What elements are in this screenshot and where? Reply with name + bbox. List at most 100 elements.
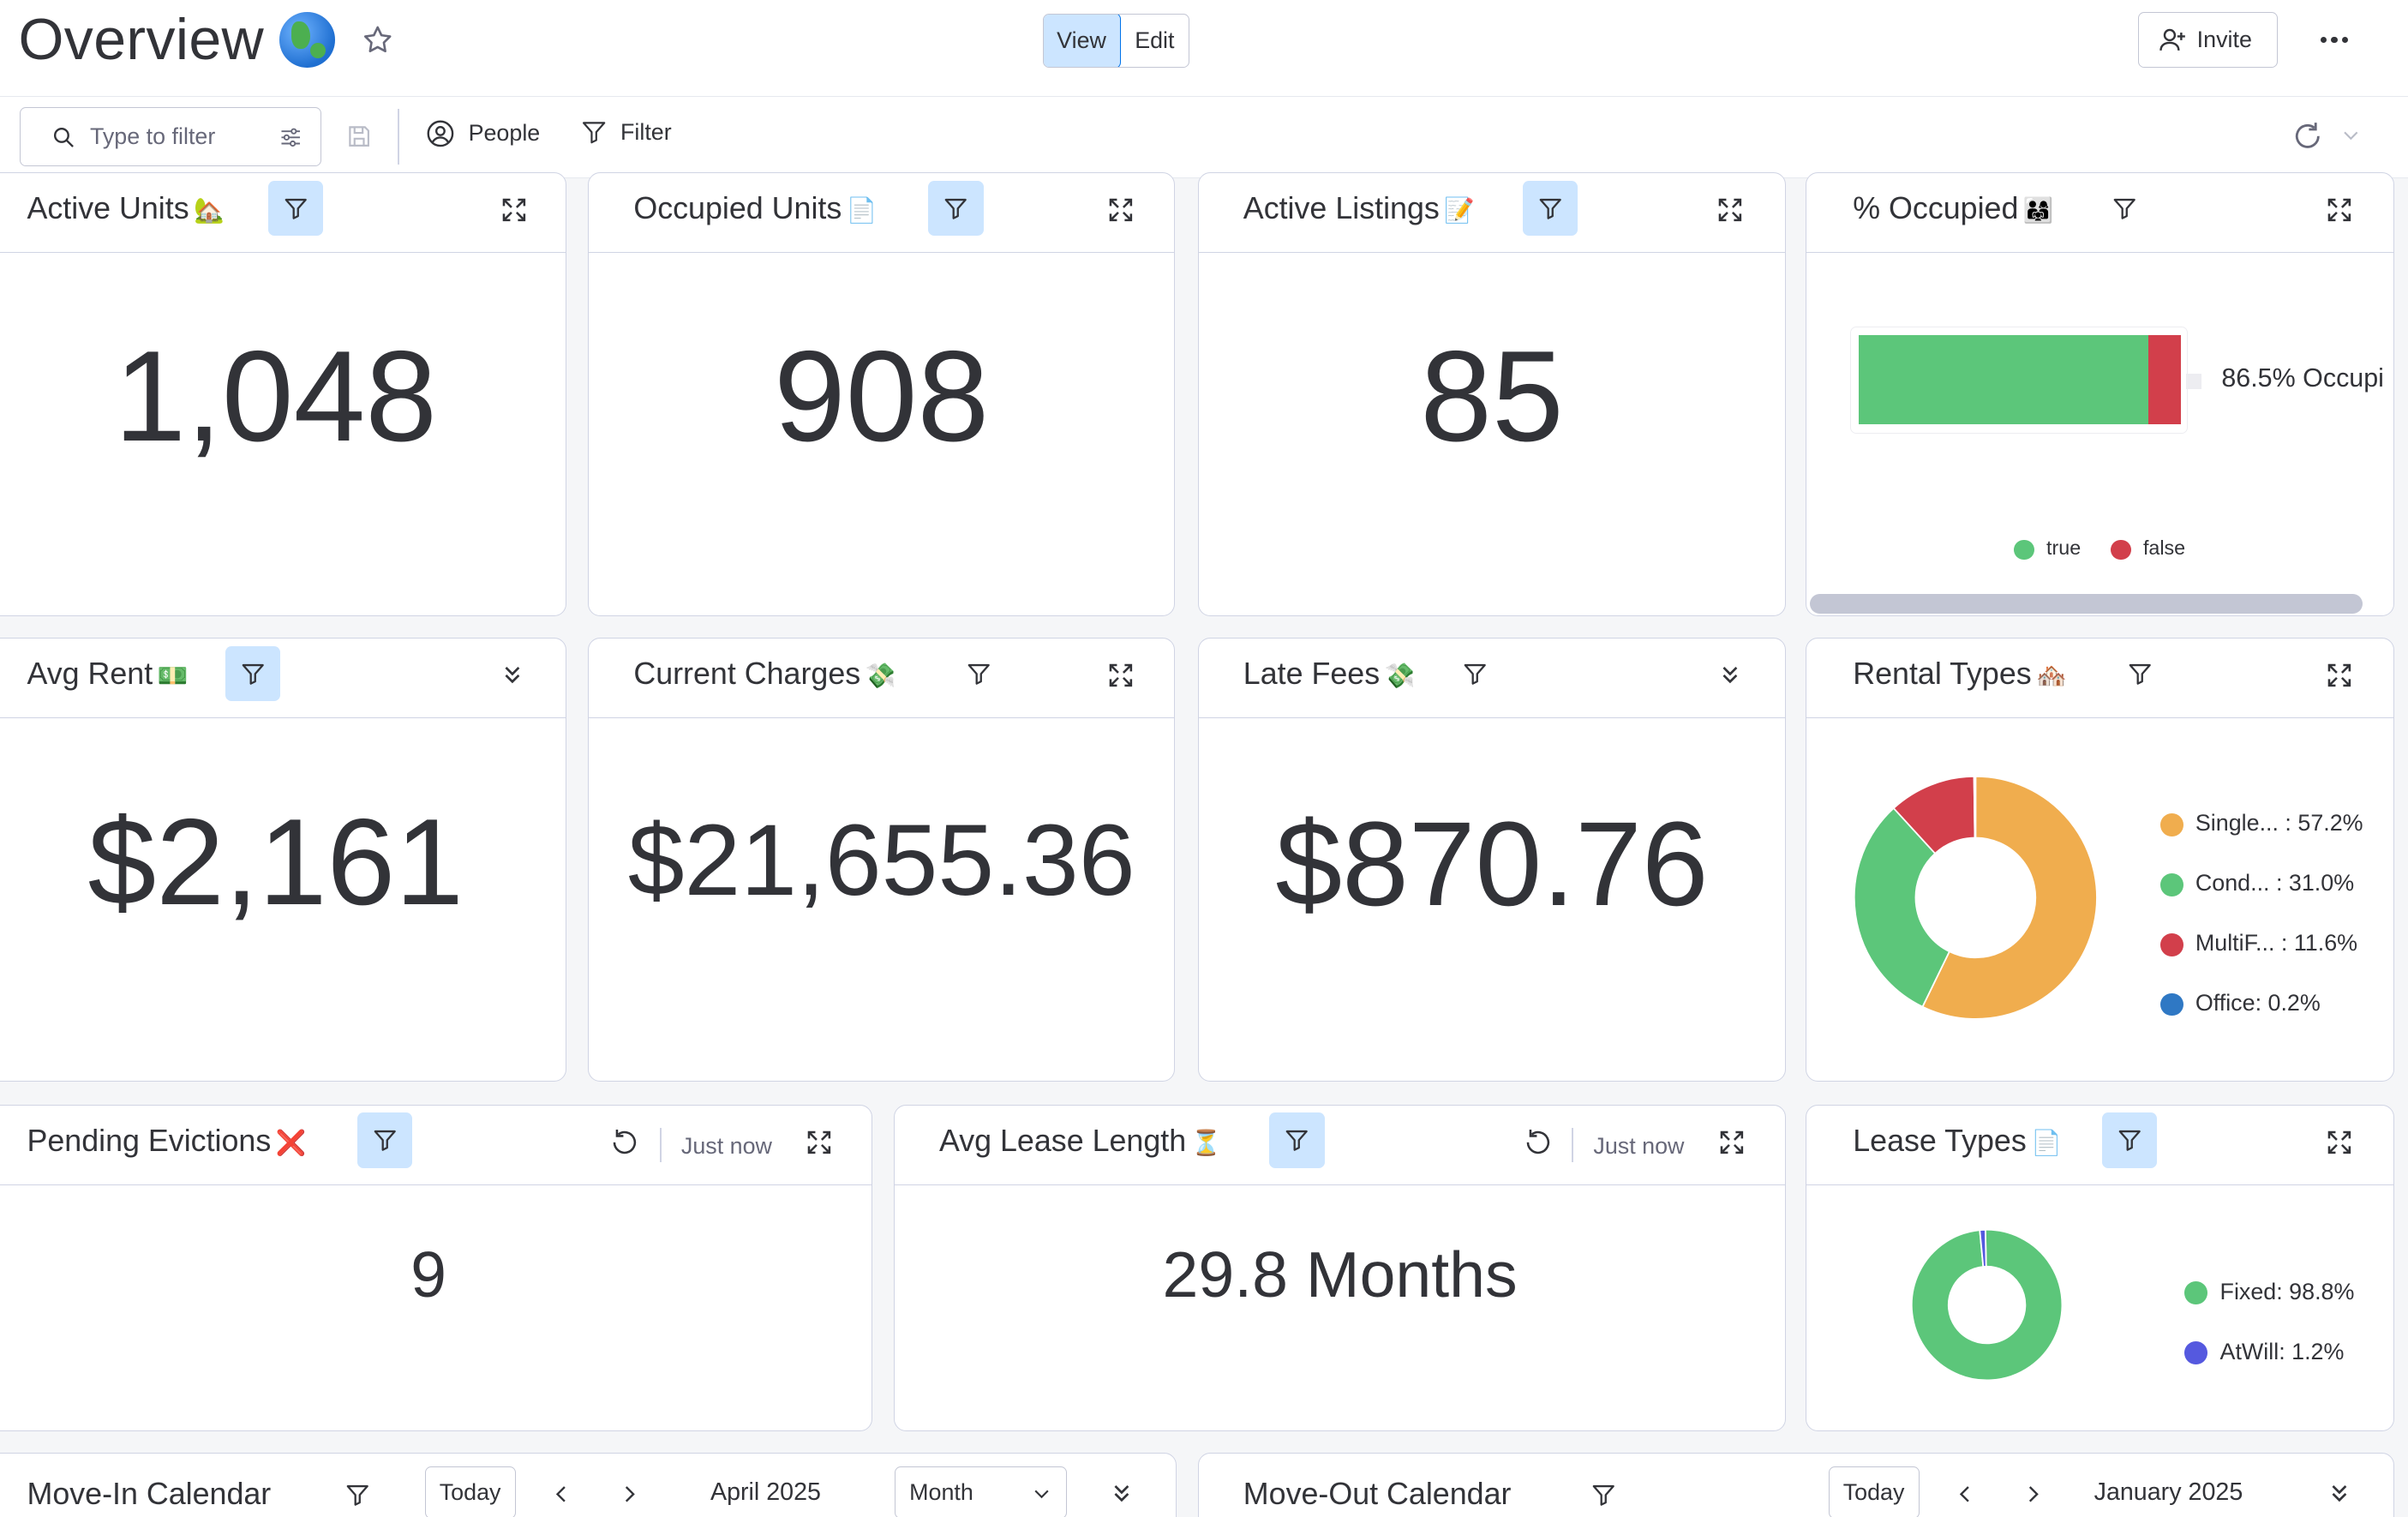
metric-value: 908	[774, 323, 990, 468]
person-circle-icon	[427, 120, 454, 147]
widget-filter-button[interactable]	[356, 1112, 413, 1168]
sliders-icon[interactable]	[278, 125, 303, 150]
metric-value: 9	[410, 1238, 446, 1310]
view-button[interactable]: View	[1043, 15, 1122, 67]
invite-button[interactable]: Invite	[2137, 12, 2278, 68]
expand-icon[interactable]	[2324, 195, 2355, 225]
collapse-chevrons-icon[interactable]	[497, 660, 528, 691]
pie-slice-atwill[interactable]	[1978, 1228, 1987, 1268]
legend-item[interactable]: AtWill: 1.2%	[2184, 1339, 2344, 1365]
legend-item[interactable]: Office: 0.2%	[2159, 990, 2321, 1016]
filter-icon	[285, 198, 307, 219]
lease-types-donut	[1910, 1228, 2063, 1382]
chevron-left-icon[interactable]	[1953, 1482, 1978, 1507]
filter-label: Filter	[620, 118, 672, 145]
widget-title: Late Fees 💸	[1243, 657, 1415, 692]
occupancy-bar	[1858, 334, 2181, 424]
horizontal-scrollbar[interactable]	[1810, 593, 2363, 615]
expand-icon[interactable]	[1105, 660, 1136, 691]
pie-slice-fixed[interactable]	[1910, 1228, 2063, 1382]
chevron-right-icon[interactable]	[617, 1482, 642, 1507]
filter-icon	[945, 198, 967, 219]
calendar-mode-select[interactable]: Month	[895, 1466, 1067, 1517]
widget-filter-button[interactable]	[2112, 646, 2168, 702]
widget-filter-button[interactable]	[1447, 646, 1503, 702]
chevron-down-icon	[1033, 1490, 1049, 1498]
legend-dot	[2159, 992, 2183, 1016]
widget-title: % Occupied 👨‍👩‍👧	[1853, 191, 2053, 226]
widget-title: Move-In Calendar	[27, 1477, 272, 1512]
save-icon[interactable]	[345, 123, 373, 150]
legend-item[interactable]: MultiF... : 11.6%	[2159, 930, 2357, 956]
widget-filter-button[interactable]	[1522, 180, 1578, 237]
widget-header: Rental Types 🏘️	[1806, 639, 2393, 718]
widget-filter-button[interactable]	[1269, 1112, 1325, 1168]
money-wings-emoji-icon: 💸	[865, 663, 896, 691]
filter-icon	[242, 663, 264, 685]
pie-slice-cond[interactable]	[1854, 806, 1951, 1009]
widget-header: Occupied Units 📄	[589, 173, 1174, 253]
expand-icon[interactable]	[2324, 1127, 2355, 1158]
legend-item[interactable]: Single... : 57.2%	[2159, 810, 2363, 836]
expand-icon[interactable]	[1715, 195, 1746, 225]
widget-filter-button[interactable]	[2097, 181, 2153, 237]
widget-title: Lease Types 📄	[1853, 1124, 2062, 1159]
today-button[interactable]: Today	[1828, 1466, 1920, 1517]
legend-item[interactable]: Cond... : 31.0%	[2159, 870, 2354, 896]
toolbar-divider	[398, 109, 399, 165]
widget-filter-button[interactable]	[951, 646, 1007, 702]
pie-slice-office[interactable]	[1973, 776, 1977, 839]
calendar-mode-value: Month	[909, 1478, 973, 1505]
legend-label: AtWill: 1.2%	[2219, 1338, 2345, 1364]
widget-occupied-units: Occupied Units 📄 908	[588, 171, 1175, 616]
legend-dot	[2159, 932, 2183, 956]
today-button[interactable]: Today	[424, 1466, 516, 1517]
widget-title: Avg Rent 💵	[27, 657, 188, 692]
widget-filter-button[interactable]	[2101, 1112, 2158, 1168]
search-placeholder: Type to filter	[89, 123, 216, 150]
star-icon[interactable]	[361, 23, 394, 57]
expand-icon[interactable]	[1716, 1127, 1747, 1158]
search-input[interactable]: Type to filter	[20, 107, 321, 166]
edit-button[interactable]: Edit	[1135, 27, 1175, 53]
filter-icon[interactable]	[1590, 1482, 1616, 1508]
last-updated: Just now	[1593, 1132, 1685, 1159]
refresh-icon[interactable]	[2291, 120, 2324, 153]
invite-label: Invite	[2196, 27, 2252, 53]
expand-icon[interactable]	[1105, 195, 1136, 225]
widget-filter-button[interactable]	[225, 645, 281, 702]
rental-types-donut	[1854, 776, 2099, 1020]
widget-filter-button[interactable]	[928, 180, 984, 237]
expand-icon[interactable]	[499, 195, 530, 225]
collapse-chevrons-icon[interactable]	[1715, 660, 1746, 691]
header-divider	[1572, 1128, 1574, 1162]
filter-icon	[2129, 663, 2151, 685]
refresh-icon[interactable]	[609, 1127, 640, 1158]
collapse-chevrons-icon[interactable]	[1106, 1478, 1137, 1509]
metric-value: $21,655.36	[627, 804, 1135, 918]
people-button[interactable]: People	[425, 118, 540, 149]
widget-late-fees: Late Fees 💸 $870.76	[1197, 637, 1787, 1082]
pie-slice-single[interactable]	[1921, 776, 2099, 1020]
document-emoji-icon: 📄	[846, 197, 878, 225]
chevron-down-icon[interactable]	[2339, 124, 2363, 146]
widget-avg-lease-length: Avg Lease Length ⏳ Just now 29.8 Months	[893, 1104, 1787, 1432]
globe-icon	[279, 12, 335, 68]
legend-item[interactable]: Fixed: 98.8%	[2184, 1279, 2354, 1305]
legend-label: false	[2142, 537, 2186, 560]
expand-icon[interactable]	[804, 1127, 835, 1158]
expand-icon[interactable]	[2324, 660, 2355, 691]
more-options-icon[interactable]	[2315, 21, 2355, 58]
widget-pending-evictions: Pending Evictions ❌ Just now 9	[0, 1104, 872, 1432]
widget-filter-button[interactable]	[267, 180, 324, 237]
chevron-left-icon[interactable]	[549, 1482, 574, 1507]
filter-icon[interactable]	[344, 1482, 370, 1508]
occupancy-bar-true-fill	[1858, 334, 2149, 424]
collapse-chevrons-icon[interactable]	[2324, 1478, 2355, 1509]
legend-label: true	[2046, 537, 2082, 560]
refresh-icon[interactable]	[1523, 1127, 1554, 1158]
filter-icon	[374, 1130, 396, 1152]
occupancy-label-marker	[2186, 374, 2202, 390]
filter-button[interactable]: Filter	[580, 118, 672, 146]
chevron-right-icon[interactable]	[2021, 1482, 2046, 1507]
